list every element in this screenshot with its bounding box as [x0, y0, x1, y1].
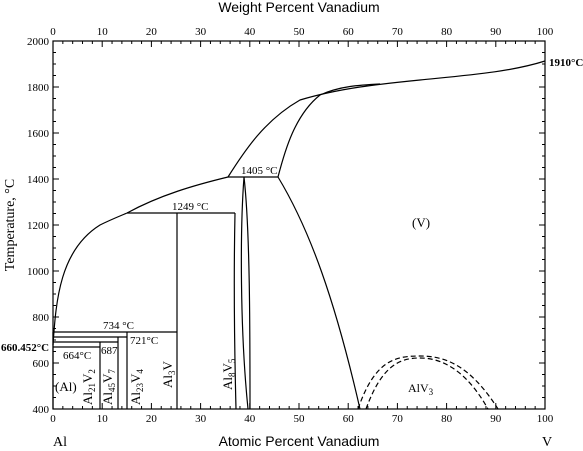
x-tick-label-bottom: 90	[490, 413, 502, 425]
label-1405: 1405 °C	[241, 165, 278, 177]
alv3-dome-outer	[357, 355, 499, 410]
x-tick-label-bottom: 60	[343, 413, 355, 425]
y-axis-title: Temperature, °C	[3, 179, 18, 271]
x-tick-label-top: 100	[537, 26, 554, 38]
x-tick-label-top: 90	[490, 26, 502, 38]
x-tick-label-top: 60	[343, 26, 355, 38]
alv3-dome	[357, 355, 499, 410]
al8v5-left	[233, 212, 237, 410]
x-tick-label-top: 20	[146, 26, 158, 38]
al-phase-label: (Al)	[55, 379, 77, 394]
x-tick-label-bottom: 100	[537, 413, 554, 425]
x-tick-label-top: 50	[294, 26, 306, 38]
v-melting-label: 1910°C	[549, 57, 583, 69]
x-tick-label-bottom: 80	[441, 413, 453, 425]
y-tick-label: 1600	[27, 128, 50, 140]
bottom-axis-title: Atomic Percent Vanadium	[219, 433, 380, 449]
axis-ticks	[52, 40, 546, 410]
phase-boundaries	[52, 60, 546, 410]
al8v5-right-b	[243, 176, 251, 410]
y-tick-label: 800	[33, 312, 50, 324]
label-1249: 1249 °C	[172, 201, 209, 213]
y-tick-label: 2000	[27, 36, 50, 48]
y-tick-label: 1000	[27, 266, 50, 278]
al8v5-right-a	[240, 176, 249, 410]
compound-al23v4: Al23V4	[128, 369, 145, 405]
liquidus-al-side	[52, 212, 128, 346]
x-tick-label-top: 0	[50, 26, 56, 38]
label-664: 664°C	[63, 350, 91, 362]
alv3-dome-inner	[365, 357, 489, 410]
x-tick-label-bottom: 10	[97, 413, 109, 425]
x-tick-label-top: 70	[392, 26, 404, 38]
v-phase-label: (V)	[412, 215, 430, 230]
al-melting-label: 660.452°C	[1, 342, 49, 354]
top-axis-title: Weight Percent Vanadium	[218, 0, 379, 15]
right-element-label: V	[542, 435, 552, 450]
v-solvus	[277, 176, 361, 410]
tick-labels: 0 10 20 30 40 50 60 70 80 90 1000 10 20 30 40 50 60 70 80 9…	[27, 26, 554, 425]
compound-al21v2: Al21V2	[80, 369, 97, 405]
x-tick-label-bottom: 20	[146, 413, 158, 425]
y-tick-label: 1800	[27, 82, 50, 94]
x-tick-label-bottom: 50	[294, 413, 306, 425]
compound-al3v: Al3V	[160, 361, 177, 389]
x-tick-label-top: 30	[195, 26, 207, 38]
x-tick-label-bottom: 0	[50, 413, 56, 425]
liquidus-upper	[227, 60, 546, 178]
label-687: 687	[101, 345, 118, 357]
compound-al8v5: Al8V5	[220, 358, 237, 390]
compound-alv3: AlV3	[408, 381, 434, 397]
solidus-v	[277, 83, 381, 178]
compound-al45v7: Al45V7	[100, 369, 117, 405]
x-tick-label-top: 80	[441, 26, 453, 38]
y-tick-label: 600	[33, 358, 50, 370]
x-tick-label-bottom: 70	[392, 413, 404, 425]
label-721: 721°C	[130, 335, 158, 347]
label-734: 734 °C	[103, 320, 134, 332]
liquidus-mid	[126, 176, 229, 214]
y-tick-label: 400	[33, 404, 50, 416]
x-tick-label-top: 40	[244, 26, 256, 38]
x-tick-label-bottom: 30	[195, 413, 207, 425]
y-tick-label: 1400	[27, 174, 50, 186]
x-tick-label-top: 10	[97, 26, 109, 38]
left-element-label: Al	[53, 435, 67, 450]
y-tick-label: 1200	[27, 220, 50, 232]
x-tick-label-bottom: 40	[244, 413, 256, 425]
